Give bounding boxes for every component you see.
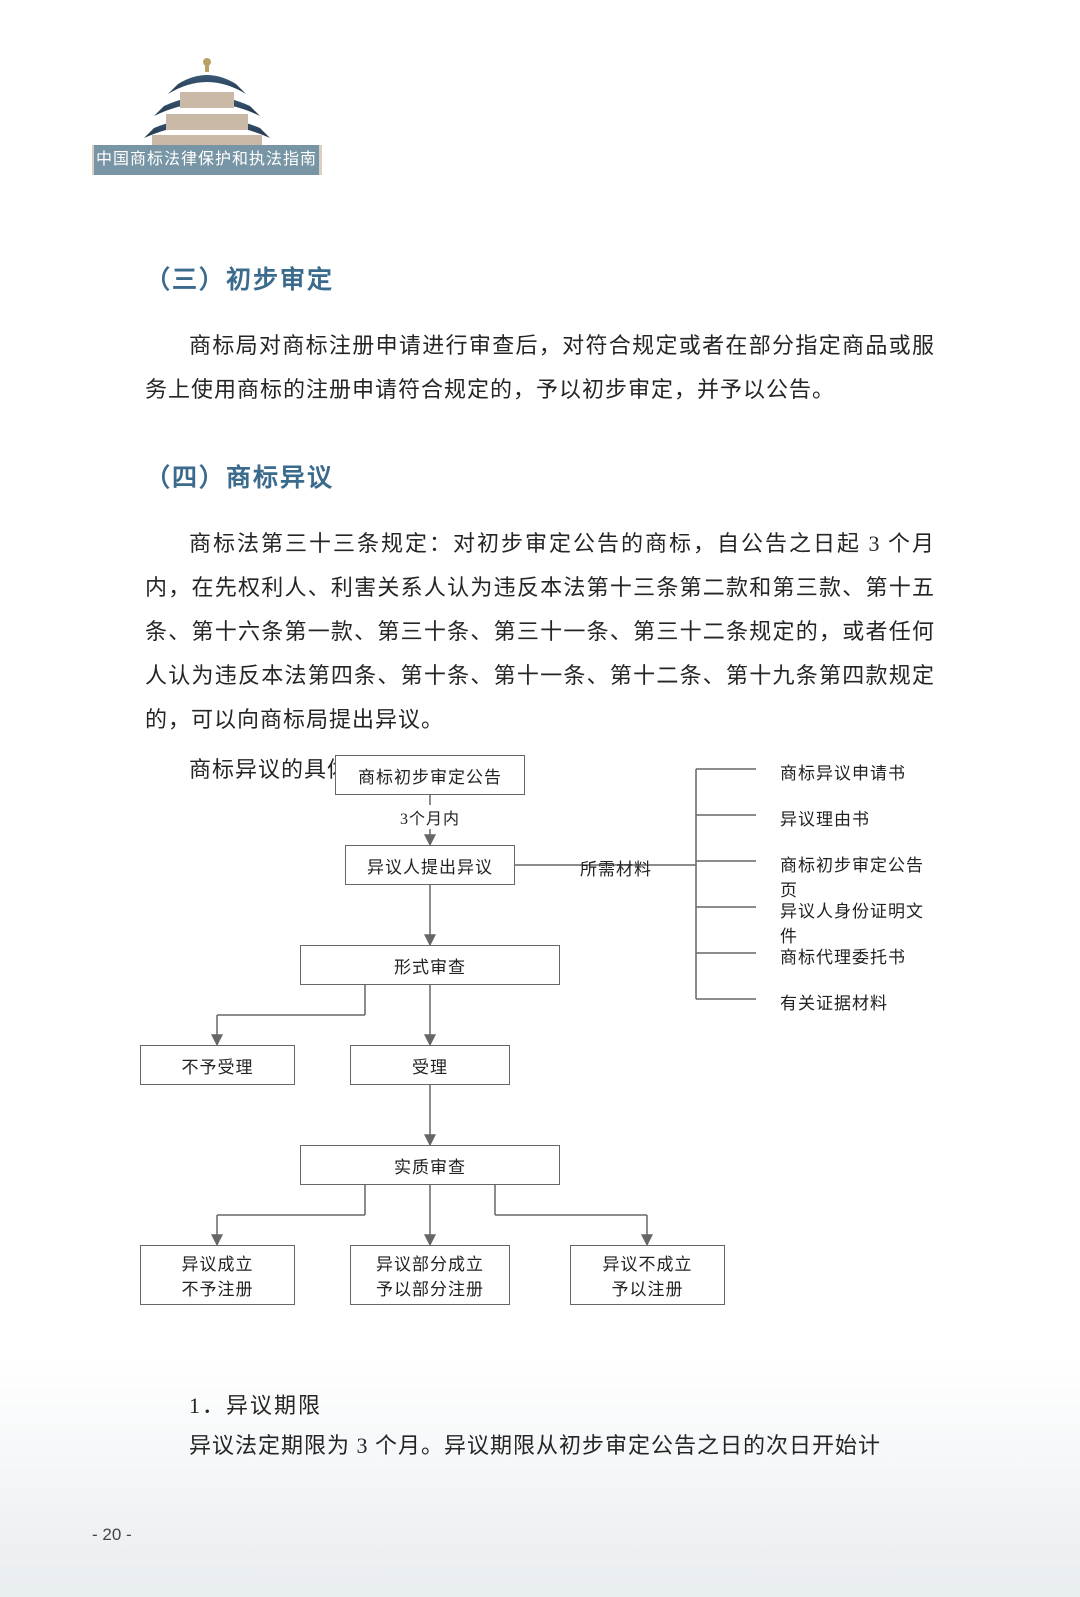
edge-label-3months: 3个月内 [398, 805, 462, 829]
flow-node-substantive-review: 实质审查 [300, 1145, 560, 1185]
material-item-5: 有关证据材料 [780, 989, 888, 1014]
node8-line1: 异议部分成立 [376, 1250, 484, 1275]
material-item-0: 商标异议申请书 [780, 759, 906, 784]
material-item-2: 商标初步审定公告页 [780, 851, 940, 901]
sub1-p: 异议法定期限为 3 个月。异议期限从初步审定公告之日的次日开始计 [145, 1424, 935, 1468]
node7-line2: 不予注册 [182, 1275, 254, 1300]
material-item-4: 商标代理委托书 [780, 943, 906, 968]
flow-node-accepted: 受理 [350, 1045, 510, 1085]
banner-caption: 中国商标法律保护和执法指南 [94, 145, 319, 175]
node9-line1: 异议不成立 [603, 1250, 693, 1275]
material-item-1: 异议理由书 [780, 805, 870, 830]
page-number: - 20 - [92, 1525, 132, 1545]
node9-line2: 予以注册 [612, 1275, 684, 1300]
subsection-1: 1．异议期限 异议法定期限为 3 个月。异议期限从初步审定公告之日的次日开始计 [145, 1370, 935, 1474]
flow-node-opposition-partial: 异议部分成立 予以部分注册 [350, 1245, 510, 1305]
flow-node-opposition-rejected: 异议不成立 予以注册 [570, 1245, 725, 1305]
section-4-p1: 商标法第三十三条规定：对初步审定公告的商标，自公告之日起 3 个月内，在先权利人… [145, 522, 935, 742]
flow-node-prelim-announcement: 商标初步审定公告 [335, 755, 525, 795]
material-item-3: 异议人身份证明文件 [780, 897, 940, 947]
flow-node-formal-review: 形式审查 [300, 945, 560, 985]
section-3-heading: （三）初步审定 [145, 260, 935, 296]
node7-line1: 异议成立 [182, 1250, 254, 1275]
flow-node-opposition-sustained: 异议成立 不予注册 [140, 1245, 295, 1305]
section-4-heading: （四）商标异议 [145, 458, 935, 494]
materials-heading: 所需材料 [580, 855, 652, 880]
main-content: （三）初步审定 商标局对商标注册申请进行审查后，对符合规定或者在部分指定商品或服… [145, 230, 935, 798]
flow-node-not-accepted: 不予受理 [140, 1045, 295, 1085]
node8-line2: 予以部分注册 [376, 1275, 484, 1300]
section-3-p1: 商标局对商标注册申请进行审查后，对符合规定或者在部分指定商品或服务上使用商标的注… [145, 324, 935, 412]
sub1-heading: 1．异议期限 [145, 1388, 935, 1420]
flowchart: 商标初步审定公告 异议人提出异议 形式审查 不予受理 受理 实质审查 异议成立 … [140, 755, 940, 1335]
flow-node-raise-opposition: 异议人提出异议 [345, 845, 515, 885]
